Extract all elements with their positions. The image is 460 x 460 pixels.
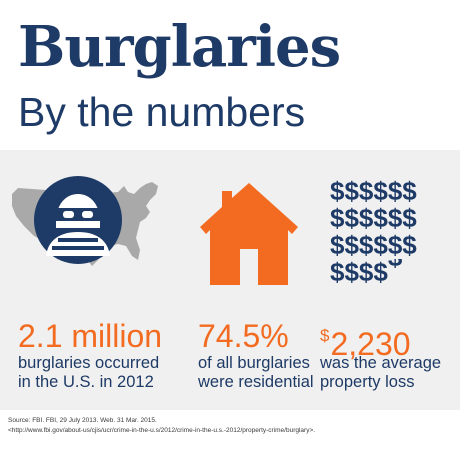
burglar-left-eye — [63, 211, 74, 218]
shirt-stripe — [58, 238, 98, 242]
source-citation: Source: FBI. FBI, 29 July 2013. Web. 31 … — [8, 416, 458, 436]
stat-burglaries-count: 2.1 million — [18, 318, 163, 354]
source-url: <http://www.fbi.gov/about-us/cjis/ucr/cr… — [8, 427, 316, 434]
burglar-right-eye — [82, 211, 93, 218]
dollar-signs-grid-icon: $$$$$$ $$$$$$ $$$$$$ $$$$$ — [330, 178, 460, 288]
house-icon — [200, 183, 298, 285]
us-map-with-masked-burglar-icon — [12, 176, 158, 266]
partial-dollar-icon: $ — [388, 259, 402, 286]
stat-burglaries-description: burglaries occurred in the U.S. in 2012 — [18, 354, 160, 391]
stat-average-loss-description: was the average property loss — [320, 354, 442, 391]
stat-average-loss: $2,230 — [320, 318, 411, 362]
dollar-row: $$$$$$ — [330, 176, 417, 206]
dollar-row: $$$$$$ — [330, 203, 417, 233]
shirt-stripe — [52, 246, 104, 250]
dollar-row: $$$$$ — [330, 259, 460, 286]
stats-panel: $$$$$$ $$$$$$ $$$$$$ $$$$$ 2.1 million b… — [0, 150, 460, 410]
average-loss-value: 2,230 — [330, 326, 411, 362]
stat-residential-percent: 74.5% — [198, 318, 289, 354]
dollar-row-text: $$$$ — [330, 257, 388, 287]
stat-residential-description: of all burglaries were residential — [198, 354, 314, 391]
dollar-row: $$$$$$ — [330, 230, 417, 260]
burglar-mask-band — [54, 208, 102, 221]
source-line: Source: FBI. FBI, 29 July 2013. Web. 31 … — [8, 417, 157, 424]
currency-symbol: $ — [320, 326, 330, 345]
page-subtitle: By the numbers — [18, 89, 306, 135]
page-title: Burglaries — [18, 14, 341, 80]
